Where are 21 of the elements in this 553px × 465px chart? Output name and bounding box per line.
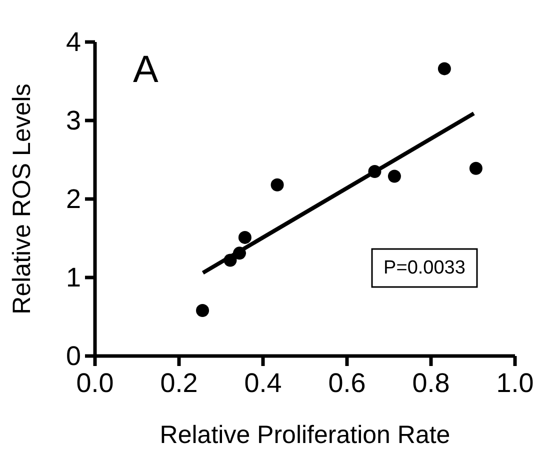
y-tick-label: 1 bbox=[66, 262, 81, 292]
x-tick-label: 0.8 bbox=[412, 368, 450, 398]
y-axis-title: Relative ROS Levels bbox=[8, 84, 36, 314]
x-tick-label: 0.2 bbox=[160, 368, 198, 398]
point bbox=[469, 162, 482, 175]
point bbox=[196, 304, 210, 317]
y-tick-label: 2 bbox=[66, 184, 81, 214]
y-tick-label: 4 bbox=[66, 27, 81, 57]
point bbox=[388, 170, 401, 183]
y-tick-label: 3 bbox=[66, 106, 81, 136]
x-axis-title: Relative Proliferation Rate bbox=[160, 421, 450, 449]
x-tick-label: 0.4 bbox=[244, 368, 282, 398]
point bbox=[438, 62, 451, 76]
y-tick-label: 0 bbox=[66, 341, 81, 371]
x-tick-label: 0.6 bbox=[328, 368, 366, 398]
annotation: A bbox=[133, 49, 159, 91]
x-tick-label: 0.0 bbox=[76, 368, 114, 398]
point bbox=[238, 230, 252, 244]
x-tick-label: 1.0 bbox=[496, 368, 534, 398]
point bbox=[270, 178, 284, 192]
annotation: P=0.0033 bbox=[384, 258, 466, 278]
